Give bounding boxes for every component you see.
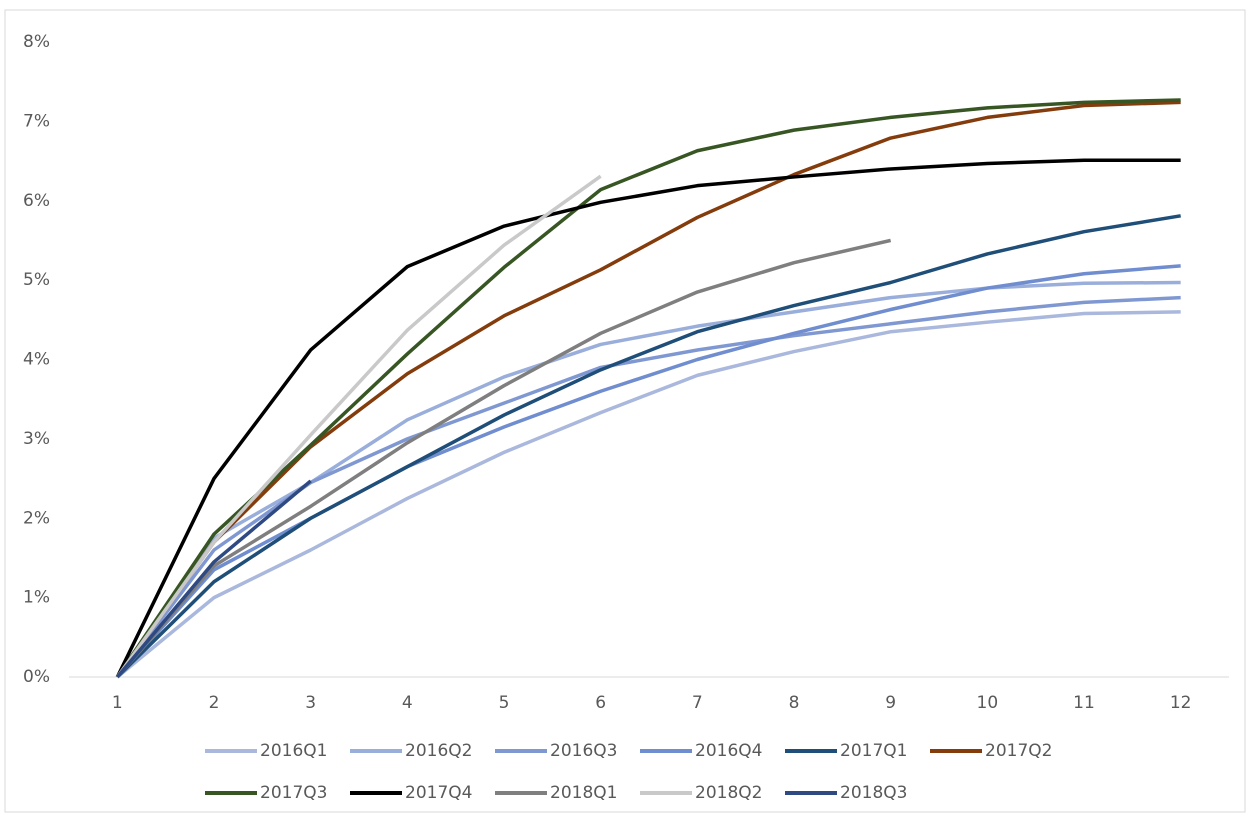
x-tick-label: 2 [209, 693, 220, 713]
x-tick-label: 3 [305, 693, 316, 713]
y-tick-label: 3% [23, 429, 50, 449]
x-tick-label: 5 [499, 693, 510, 713]
series-line [115, 98, 1181, 678]
y-tick-label: 2% [23, 508, 50, 528]
series-line [115, 174, 602, 679]
y-tick-label: 0% [23, 667, 50, 687]
legend-label: 2016Q2 [405, 741, 472, 761]
x-tick-label: 11 [1073, 693, 1095, 713]
x-tick-label: 7 [692, 693, 703, 713]
series-line [115, 100, 1181, 679]
series-line [115, 158, 1181, 678]
series-line [116, 214, 1181, 679]
y-tick-label: 7% [23, 111, 50, 131]
x-tick-label: 1 [112, 693, 123, 713]
x-tick-label: 4 [402, 693, 413, 713]
y-tick-label: 5% [23, 270, 50, 290]
y-tick-label: 6% [23, 191, 50, 211]
legend-label: 2017Q3 [260, 783, 327, 803]
y-tick-label: 1% [23, 588, 50, 608]
legend-label: 2016Q3 [550, 741, 617, 761]
x-tick-label: 6 [595, 693, 606, 713]
y-tick-label: 4% [23, 350, 50, 370]
x-tick-label: 10 [977, 693, 999, 713]
x-tick-label: 12 [1170, 693, 1192, 713]
legend-label: 2018Q2 [695, 783, 762, 803]
legend-label: 2016Q4 [695, 741, 762, 761]
legend-label: 2017Q4 [405, 783, 472, 803]
legend-label: 2018Q1 [550, 783, 617, 803]
chart-frame [4, 9, 1246, 813]
series-line [116, 310, 1181, 679]
series-line [115, 295, 1181, 679]
series-line [116, 238, 892, 679]
legend-label: 2016Q1 [260, 741, 327, 761]
y-tick-label: 8% [23, 32, 50, 52]
legend-label: 2017Q1 [840, 741, 907, 761]
x-tick-label: 9 [885, 693, 896, 713]
legend-label: 2018Q3 [840, 783, 907, 803]
legend-label: 2017Q2 [985, 741, 1052, 761]
x-tick-label: 8 [789, 693, 800, 713]
series-line [115, 479, 312, 679]
